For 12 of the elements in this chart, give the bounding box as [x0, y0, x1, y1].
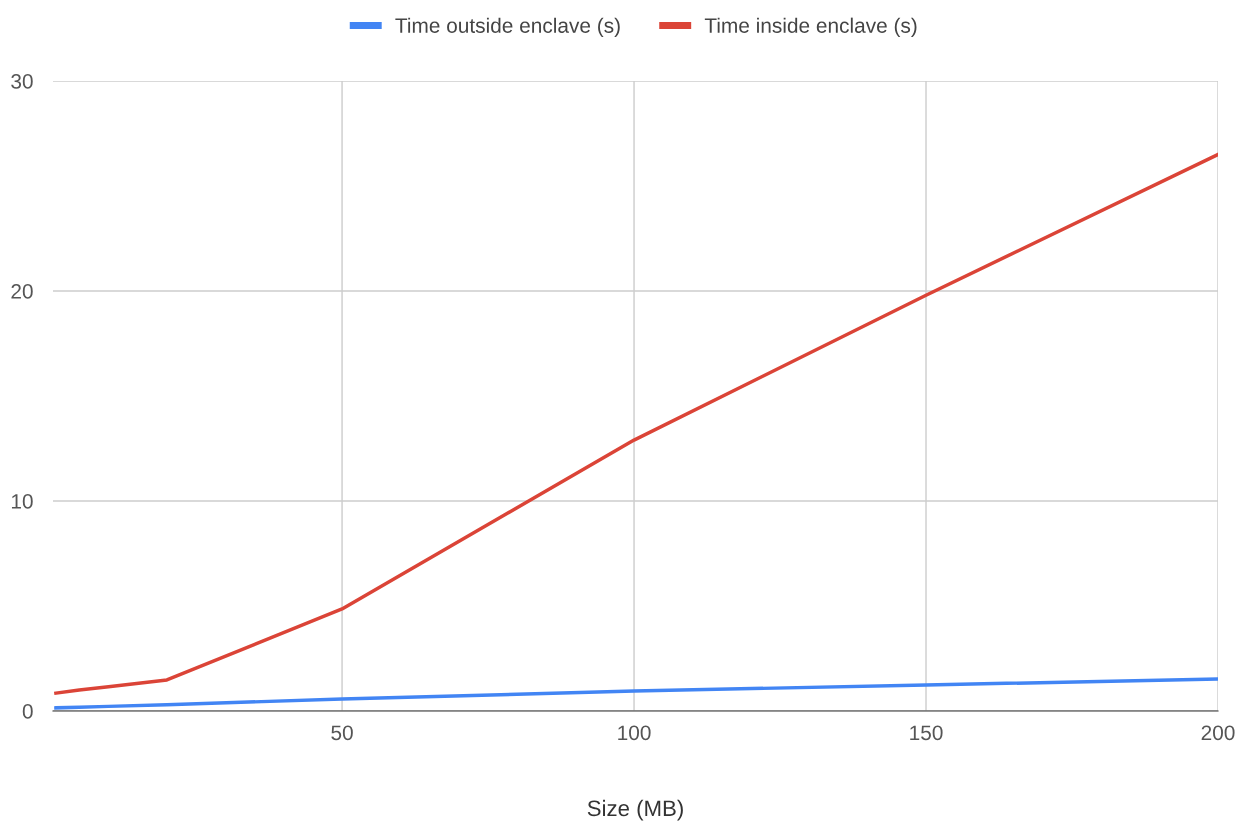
x-tick-label: 150 — [910, 725, 943, 741]
x-axis-title: Size (MB) — [587, 799, 683, 821]
legend-label: Time outside enclave (s) — [395, 17, 620, 38]
line-series — [54, 152, 1218, 695]
legend-label: Time inside enclave (s) — [704, 17, 917, 38]
y-tick-label: 10 — [11, 494, 33, 509]
y-tick-label: 30 — [11, 74, 33, 89]
y-tick-label: 0 — [22, 704, 33, 719]
y-tick-label: 20 — [11, 284, 33, 299]
x-tick-label: 100 — [618, 725, 651, 741]
x-tick-label: 50 — [331, 725, 353, 741]
x-tick-label: 200 — [1201, 725, 1235, 741]
